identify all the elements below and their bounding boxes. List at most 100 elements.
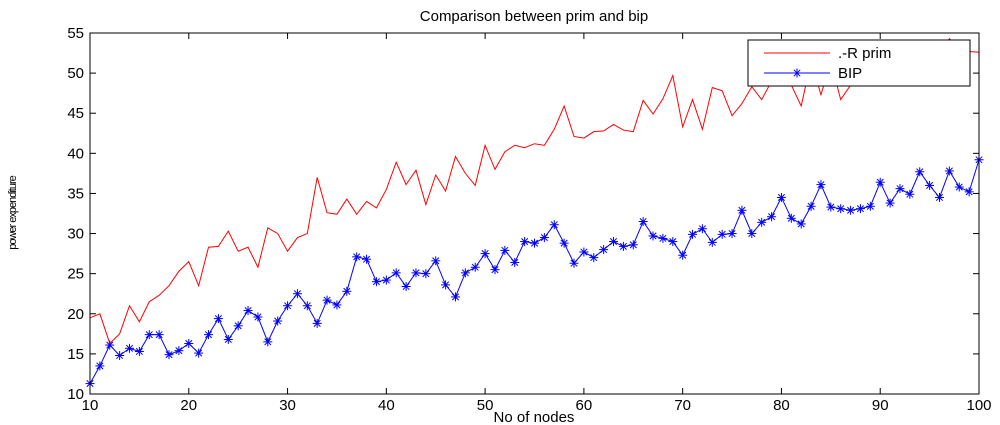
series-2-point [381,275,391,285]
series-2-point [549,220,559,230]
y-tick-label: 25 [67,266,84,283]
series-2-point [707,237,717,247]
y-tick-label: 30 [67,226,84,243]
series-2-point [194,348,204,358]
chart-title: Comparison between prim and bip [420,8,648,25]
y-tick-label: 45 [67,105,84,122]
series-2-point [441,280,451,290]
series-2-point [292,289,302,299]
x-tick-label: 50 [477,397,494,414]
series-2-point [204,330,214,340]
series-2-point [401,282,411,292]
series-2-point [174,346,184,356]
series-2-point [312,318,322,328]
legend-box [747,39,971,87]
series-2-point [530,238,539,248]
series-2-point [184,338,194,348]
series-2-point [569,258,579,268]
series-2-point [243,306,253,316]
legend-label-2: BIP [838,65,862,82]
series-2-point [362,254,372,264]
series-2-point [352,252,362,262]
x-tick-label: 100 [966,397,991,414]
y-tick-label: 20 [67,306,84,323]
series-2-point [609,237,619,247]
series-2-point [154,330,164,340]
series-2-point [302,301,312,311]
series-2-point [273,316,283,326]
series-2-point [776,192,786,202]
series-2-point [767,212,777,222]
y-axis-label: power expenditure [7,175,19,249]
series-2-point [490,265,500,275]
series-2-point [737,205,747,215]
series-2-point [371,277,381,287]
x-axis-label: No of nodes [494,409,575,425]
x-tick-label: 30 [279,397,296,414]
series-2-point [875,177,885,187]
series-2-point [618,241,628,251]
x-tick-label: 40 [378,397,395,414]
series-2-point [342,286,352,296]
series-2-point [885,198,895,208]
series-2-point [391,268,401,278]
legend-items: .-R prim BIP [764,45,891,82]
series-2-point [658,233,668,243]
series-2-point [747,229,757,239]
series-2-point [786,213,796,223]
series-2-point [727,229,737,239]
series-2-point [865,201,875,211]
series-2-point [470,262,480,272]
series-2-point [678,250,688,260]
series-2-point [757,217,767,227]
x-tick-label: 20 [180,397,197,414]
series-2-point [480,249,490,259]
series-2-point [213,314,223,324]
tick-layer: 10 20 30 40 50 60 70 80 90 100 10 15 20 25 30 35 40 45 50 5… [67,25,991,414]
series-2-point [806,201,816,211]
series-2-point [855,204,865,214]
series-2-point [944,166,954,176]
series-2-point [223,334,233,344]
series-layer [85,37,984,389]
x-tick-label: 70 [674,397,691,414]
y-tick-label: 15 [67,346,84,363]
series-2-point [796,219,806,229]
y-tick-label: 55 [67,25,84,42]
series-2-point [411,268,421,278]
series-2-point [599,245,609,255]
series-2-point [510,257,520,267]
legend-label-1: .-R prim [838,45,891,62]
series-2-point [283,301,293,311]
x-tick-label: 60 [576,397,593,414]
series-2-point [638,217,648,227]
series-2-point [500,245,510,255]
series-2-point [460,268,470,278]
y-tick-label: 40 [67,145,84,162]
plot-background [90,33,979,394]
series-2-point [717,229,727,239]
legend-marker-2 [792,68,802,78]
series-2-point [648,231,658,241]
series-2-point [925,180,935,190]
series-2-point [579,247,589,257]
series-2-point [628,240,638,250]
x-tick-label: 10 [82,397,99,414]
series-2-point [668,237,678,247]
series-2-point [322,295,332,305]
series-2-point [144,330,154,340]
series-2-point [134,346,144,356]
series-2-point [915,167,925,177]
series-2-point [520,237,530,247]
legend: .-R prim BIP [747,39,971,87]
series-2-point [421,269,431,279]
series-2-point [895,184,905,194]
y-tick-label: 50 [67,65,84,82]
series-2-point [688,229,698,239]
series-2-point [964,187,974,197]
series-2-point [125,343,135,353]
plot-frame [89,32,980,395]
x-tick-label: 90 [872,397,889,414]
series-2-point [589,253,599,263]
